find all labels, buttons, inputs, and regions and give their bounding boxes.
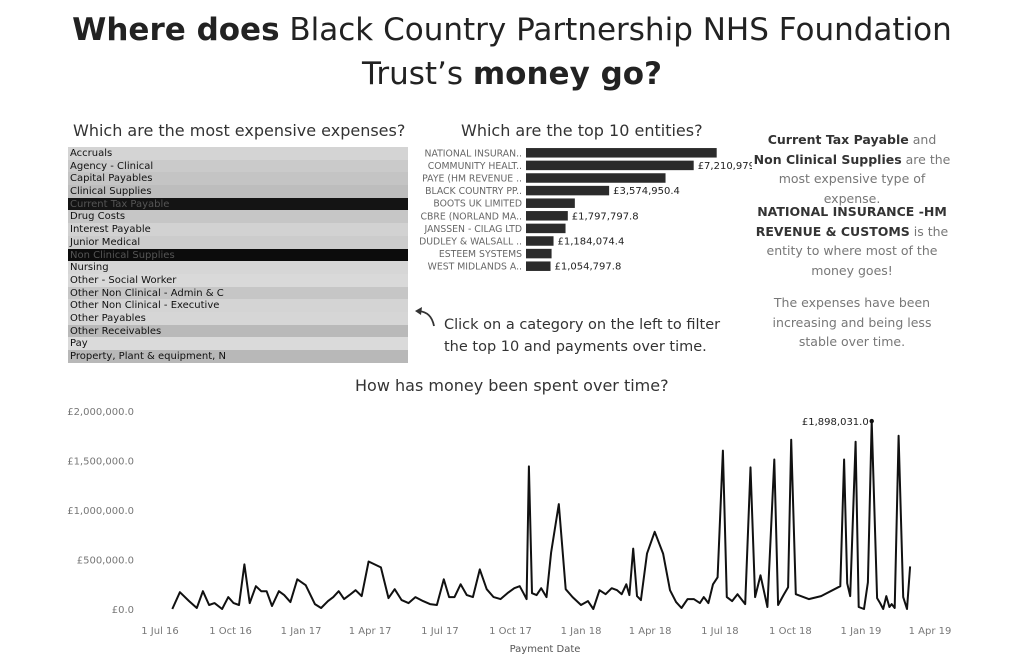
entity-bar xyxy=(526,248,552,259)
entity-label: COMMUNITY HEALT.. xyxy=(428,161,522,172)
entity-value-label: £1,184,074.4 xyxy=(558,237,625,248)
expense-category-item[interactable]: Agency - Clinical xyxy=(68,159,408,173)
entity-label: CBRE (NORLAND MA.. xyxy=(421,211,522,222)
top10-section-title: Which are the top 10 entities? xyxy=(461,121,703,140)
expense-category-item[interactable]: Other Non Clinical - Executive xyxy=(68,299,408,312)
entity-bar xyxy=(526,148,717,158)
expense-category-item[interactable]: Clinical Supplies xyxy=(68,185,408,198)
insight-expense-type: Current Tax Payable and Non Clinical Sup… xyxy=(753,132,951,206)
entity-bar xyxy=(526,261,551,271)
timeline-line-chart: £0.0 £500,000.0 £1,000,000.0 £1,500,000.0 £2… xyxy=(67,407,952,655)
peak-point xyxy=(869,418,874,424)
expense-category-item[interactable]: Drug Costs xyxy=(68,210,408,224)
y-tick-label: £2,000,000.0 xyxy=(67,407,134,418)
x-tick-label: 1 Jan 19 xyxy=(841,626,882,637)
y-tick-label: £500,000.0 xyxy=(77,556,134,567)
entity-label: BLACK COUNTRY PP.. xyxy=(425,186,522,197)
x-axis-label: Payment Date xyxy=(510,644,581,655)
expense-category-item[interactable]: Other Non Clinical - Admin & C xyxy=(68,286,408,300)
expense-category-item[interactable]: Current Tax Payable xyxy=(68,197,408,211)
entity-label: BOOTS UK LIMITED xyxy=(433,199,522,210)
x-tick-label: 1 Jul 18 xyxy=(701,626,739,637)
x-tick-label: 1 Jan 17 xyxy=(281,626,322,637)
top10-bar-chart: NATIONAL INSURAN.. COMMUNITY HEALT.. £7,21… xyxy=(419,148,752,273)
x-tick-label: 1 Apr 17 xyxy=(349,626,392,637)
x-tick-label: 1 Oct 17 xyxy=(489,626,532,637)
expense-category-item[interactable]: Nursing xyxy=(68,261,408,274)
insight-top-entity: NATIONAL INSURANCE -HM REVENUE & CUSTOMS… xyxy=(755,204,949,278)
expense-category-item[interactable]: Other Payables xyxy=(68,311,408,325)
entity-label: JANSSEN - CILAG LTD xyxy=(423,224,522,235)
entity-label: WEST MIDLANDS A.. xyxy=(428,262,522,273)
x-tick-label: 1 Jul 16 xyxy=(141,626,179,637)
entity-label: ESTEEM SYSTEMS xyxy=(439,249,522,260)
expenses-list[interactable]: Accruals Agency - Clinical Capital Payable… xyxy=(68,147,408,363)
peak-annotation: £1,898,031.0 xyxy=(802,417,869,428)
expense-category-item[interactable]: Other Receivables xyxy=(68,324,408,338)
x-tick-label: 1 Oct 16 xyxy=(209,626,252,637)
expense-category-item[interactable]: Capital Payables xyxy=(68,172,408,186)
y-tick-label: £1,000,000.0 xyxy=(67,506,134,517)
entity-bar xyxy=(526,223,566,234)
x-tick-label: 1 Apr 19 xyxy=(909,626,952,637)
entity-value-label: £7,210,979.8 xyxy=(698,161,752,172)
x-tick-label: 1 Apr 18 xyxy=(629,626,672,637)
entity-bar xyxy=(526,160,694,171)
entity-bar xyxy=(526,198,575,208)
entity-bar xyxy=(526,173,666,183)
entity-label: NATIONAL INSURAN.. xyxy=(425,148,523,159)
entity-bar xyxy=(526,236,554,246)
expense-category-item[interactable]: Interest Payable xyxy=(68,223,408,236)
expense-category-item[interactable]: Junior Medical xyxy=(68,235,408,249)
entity-bar xyxy=(526,211,568,221)
expense-category-item[interactable]: Non Clinical Supplies xyxy=(68,248,408,262)
expense-category-item[interactable]: Pay xyxy=(68,337,408,350)
entity-value-label: £1,797,797.8 xyxy=(572,211,639,222)
insight-trend: The expenses have been increasing and be… xyxy=(772,295,932,349)
filter-hint: Click on a category on the left to filte… xyxy=(444,317,721,355)
timeline-section-title: How has money been spent over time? xyxy=(355,376,669,395)
expense-category-item[interactable]: Property, Plant & equipment, N xyxy=(68,350,408,363)
x-tick-label: 1 Jan 18 xyxy=(561,626,602,637)
entity-value-label: £1,054,797.8 xyxy=(555,262,622,273)
y-tick-label: £0.0 xyxy=(112,605,134,616)
entity-label: PAYE (HM REVENUE .. xyxy=(422,174,522,185)
page-title: Where does Black Country Partnership NHS… xyxy=(72,12,952,92)
y-tick-label: £1,500,000.0 xyxy=(67,457,134,468)
expense-category-item[interactable]: Other - Social Worker xyxy=(68,273,408,287)
curved-arrow-icon xyxy=(415,307,435,327)
entity-value-label: £3,574,950.4 xyxy=(613,186,680,197)
expense-category-item[interactable]: Accruals xyxy=(68,147,408,160)
entity-label: DUDLEY & WALSALL .. xyxy=(419,237,522,248)
entity-bar xyxy=(526,185,610,196)
expenses-section-title: Which are the most expensive expenses? xyxy=(73,121,406,140)
spend-line xyxy=(171,420,912,610)
x-tick-label: 1 Oct 18 xyxy=(769,626,812,637)
x-tick-label: 1 Jul 17 xyxy=(421,626,459,637)
